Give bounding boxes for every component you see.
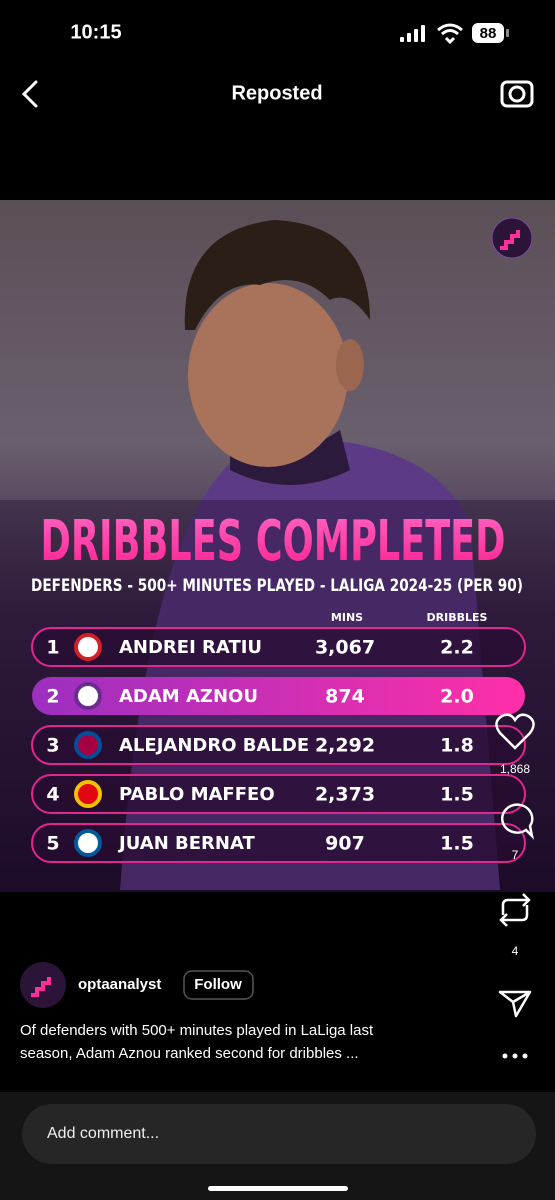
battery-level: 88 [480,25,497,42]
minutes: 2,292 [315,735,375,757]
column-header: DRIBBLES [427,611,488,624]
minutes: 2,373 [315,784,375,806]
caption-line: Of defenders with 500+ minutes played in… [20,1022,374,1039]
table-row [31,774,526,814]
post-title: DRIBBLES COMPLETED [41,509,506,574]
team-logo [74,780,102,808]
repost-count: 4 [512,944,519,958]
team-logo [74,731,102,759]
like-count: 1,868 [500,762,530,776]
ranking-table: 1 ANDREI RATIU 3,067 2.2 2 ADAM AZNOU 874 2.0 3 A… [31,627,526,863]
comment-count: 7 [512,848,519,862]
status-time: 10:15 [70,21,121,43]
player-name: JUAN BERNAT [117,833,255,854]
battery-icon [472,23,504,43]
table-row [32,677,525,715]
signal-icon [400,25,425,42]
more-button[interactable] [502,1053,528,1059]
team-logo [74,829,102,857]
account-name[interactable]: optaanalyst [78,976,161,993]
dribbles: 2.2 [440,637,474,659]
home-indicator [208,1186,348,1191]
column-header: MINS [331,611,363,624]
player-name: ALEJANDRO BALDE [119,735,309,756]
minutes: 874 [325,686,365,708]
player-name: ADAM AZNOU [119,686,258,707]
post-subtitle: DEFENDERS - 500+ MINUTES PLAYED - LALIGA… [31,576,523,596]
like-button[interactable] [495,713,535,750]
avatar-logo [31,977,51,997]
repost-button[interactable] [499,893,531,927]
rank: 5 [46,833,59,855]
battery-tip [506,29,509,37]
rank: 3 [46,735,59,757]
rank: 2 [46,686,59,708]
team-logo [74,682,102,710]
table-row [31,725,526,765]
back-button[interactable] [21,80,38,108]
wifi-icon [437,23,463,45]
follow-button[interactable] [183,970,254,1000]
table-row [31,627,526,667]
minutes: 3,067 [315,637,375,659]
camera-button[interactable] [500,80,534,108]
comment-placeholder: Add comment... [47,1125,159,1142]
comment-button[interactable] [501,803,535,840]
rank: 1 [46,637,59,659]
comment-input[interactable] [22,1104,536,1164]
team-logo [74,633,102,661]
dribbles: 2.0 [440,686,474,708]
dribbles: 1.8 [440,735,474,757]
player-name: PABLO MAFFEO [119,784,275,805]
header-title: Reposted [231,82,322,104]
table-row [31,823,526,863]
player-name: ANDREI RATIU [119,637,262,658]
share-button[interactable] [498,990,532,1018]
minutes: 907 [325,833,365,855]
follow-label: Follow [194,976,242,993]
rank: 4 [46,784,59,806]
dribbles: 1.5 [440,784,474,806]
caption-line: season, Adam Aznou ranked second for dri… [20,1045,359,1062]
dribbles: 1.5 [440,833,474,855]
